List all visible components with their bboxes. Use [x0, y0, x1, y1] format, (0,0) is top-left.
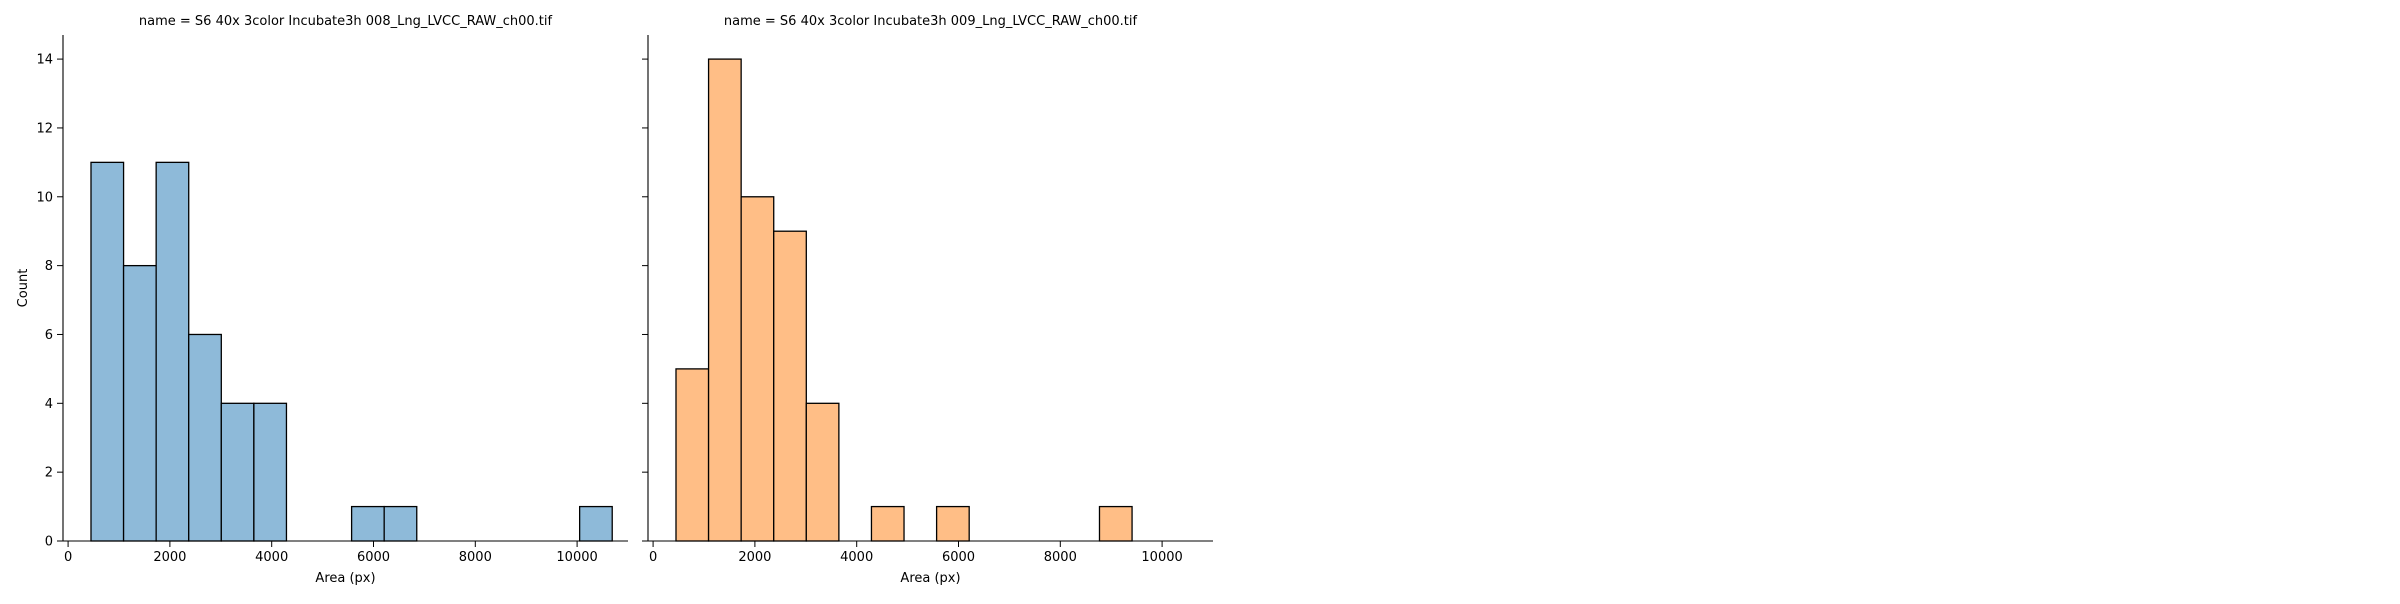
y-tick-label: 10 [36, 190, 53, 205]
x-tick-label: 8000 [459, 550, 492, 565]
histogram-bar [578, 505, 613, 542]
x-tick-label: 0 [64, 550, 72, 565]
y-axis-label: Count [16, 269, 31, 308]
x-axis-label: Area (px) [900, 571, 960, 586]
y-tick-label: 0 [45, 535, 53, 550]
chart-title: name = S6 40x 3color Incubate3h 008_Lng_… [139, 14, 553, 29]
histogram-bar [870, 505, 905, 542]
histogram-bar [350, 505, 385, 542]
x-tick-label: 10000 [1141, 550, 1182, 565]
histogram-bar [935, 505, 970, 542]
chart-panel-1: 0 2000 4000 6000 8000 10000 0 2 4 6 8 10 12 14 name = … [16, 14, 628, 586]
y-tick-label: 2 [45, 466, 53, 481]
x-axis-label: Area (px) [315, 571, 375, 586]
histogram-bar [155, 161, 190, 542]
y-tick-label: 14 [36, 53, 53, 68]
chart-title: name = S6 40x 3color Incubate3h 009_Lng_… [724, 14, 1138, 29]
x-tick-label: 0 [649, 550, 657, 565]
histogram-bar [90, 161, 125, 542]
x-tick-label: 8000 [1044, 550, 1077, 565]
x-tick-label: 2000 [153, 550, 186, 565]
histogram-bar [188, 333, 222, 542]
x-tick-label: 10000 [556, 550, 597, 565]
x-tick-label: 6000 [357, 550, 390, 565]
histogram-bar [253, 402, 288, 542]
x-tick-label: 2000 [738, 550, 771, 565]
histogram-bar [122, 264, 157, 542]
histogram-bar [805, 402, 840, 542]
x-tick-label: 4000 [255, 550, 288, 565]
x-tick-label: 6000 [942, 550, 975, 565]
histogram-bar [675, 368, 710, 542]
histogram-bar [707, 58, 742, 542]
x-tick-label: 4000 [840, 550, 873, 565]
histogram-bar [220, 402, 255, 542]
histogram-bar [773, 230, 807, 542]
histogram-bar [383, 505, 418, 542]
y-tick-label: 12 [36, 121, 53, 136]
y-tick-label: 4 [45, 397, 53, 412]
y-tick-label: 6 [45, 328, 53, 343]
histogram-bar [740, 196, 775, 542]
histogram-bar [1098, 505, 1133, 542]
chart-panel-2: 0 2000 4000 6000 8000 10000 name = S6 40x 3col… [642, 14, 1213, 586]
y-tick-label: 8 [45, 259, 53, 274]
